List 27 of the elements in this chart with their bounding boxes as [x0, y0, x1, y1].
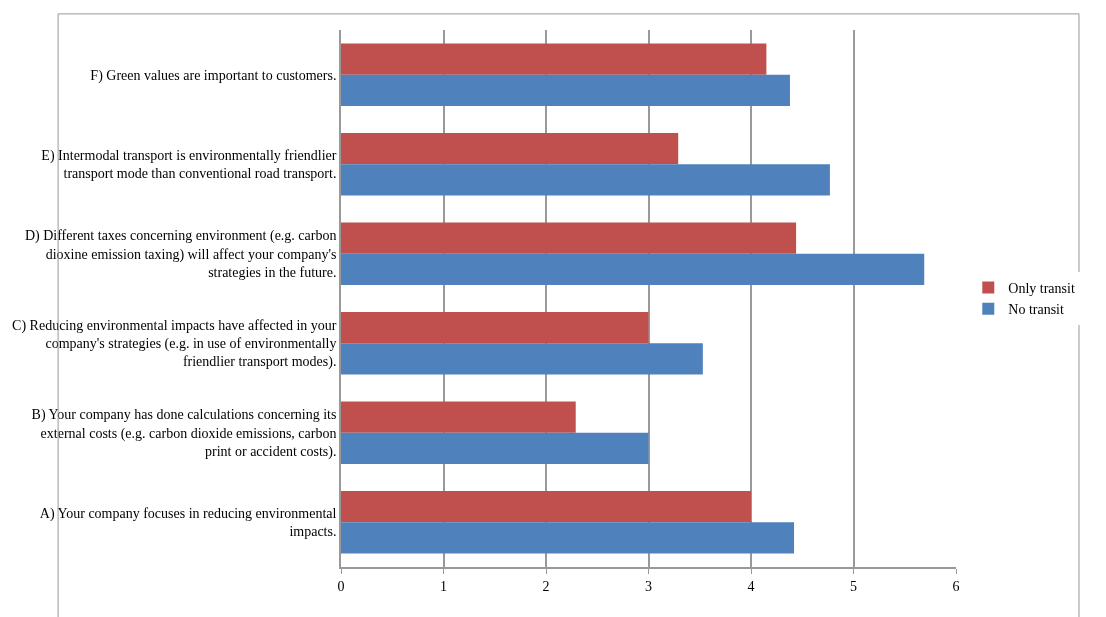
bar [341, 522, 795, 554]
bar [341, 401, 576, 433]
bar [341, 222, 797, 254]
bar [341, 343, 703, 375]
y-tick-label: F) Green values are important to customers. [90, 67, 337, 84]
y-tick-label: C) Reducing environmental impacts have affected in your company's strategies (e.g. in use of environmentally friendlier transport modes). [12, 317, 337, 371]
y-tick-label: D) Different taxes concerning environment (e.g. carbon dioxine emission taxing) will affect your company's strategies in the future. [24, 228, 337, 280]
bar [341, 253, 925, 286]
x-tick-label: 5 [850, 578, 857, 594]
bar [341, 490, 751, 523]
bar [341, 74, 790, 107]
x-tick-label: 0 [337, 578, 345, 594]
bar [341, 311, 649, 344]
x-tick-label: 3 [645, 578, 652, 594]
bar [341, 43, 767, 75]
x-tick-label: 4 [747, 578, 755, 594]
bar [341, 132, 679, 165]
y-tick-label: E) Intermodal transport is environmentally friendlier transport mode than conventional road transport. [41, 148, 337, 182]
legend-label: No transit [1008, 302, 1065, 318]
bar [341, 164, 830, 196]
x-tick-label: 1 [440, 578, 447, 594]
legend-label: Only transit [1008, 281, 1075, 297]
bar [341, 432, 649, 465]
x-tick-label: 6 [952, 578, 960, 594]
x-tick-label: 2 [542, 578, 550, 594]
y-tick-label: A) Your company focuses in reducing environmental impacts. [39, 506, 337, 540]
y-tick-label: B) Your company has done calculations concerning its external costs (e.g. carbon dioxide emissions, carbon print or accident costs). [31, 407, 337, 460]
